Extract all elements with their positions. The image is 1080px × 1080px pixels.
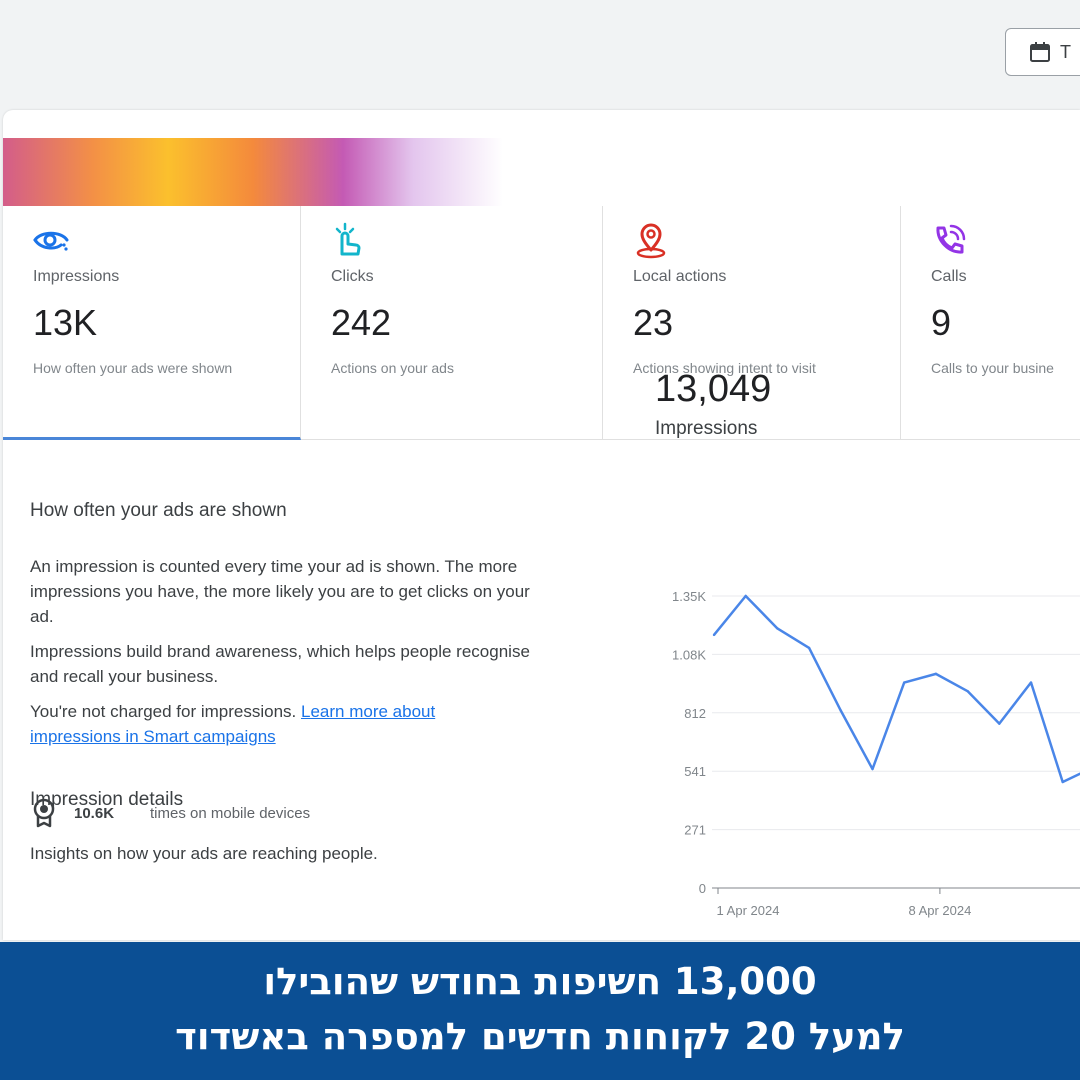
- total-impressions-value: 13,049: [655, 368, 772, 410]
- details-panel: How often your ads are shown An impressi…: [30, 388, 530, 876]
- impressions-series-line: [713, 594, 1080, 784]
- impression-explanation: An impression is counted every time your…: [30, 557, 530, 626]
- location-pin-icon: [636, 223, 666, 259]
- banner-line-2: למעל 20 לקוחות חדשים למספרה באשדוד: [175, 1015, 905, 1058]
- charge-note: You're not charged for impressions. Lear…: [30, 699, 530, 749]
- metric-tab-local-actions[interactable]: Local actions 23 Actions showing intent …: [603, 206, 901, 440]
- data-point: [966, 689, 969, 693]
- data-point: [712, 633, 716, 637]
- y-tick-label: 0: [699, 881, 706, 896]
- top-bar: T: [0, 0, 1080, 108]
- date-button-label: T: [1060, 41, 1071, 62]
- learn-more-link[interactable]: Learn more about impressions in Smart ca…: [30, 702, 436, 746]
- tap-icon: [335, 222, 361, 256]
- y-tick-label: 1.35K: [672, 589, 706, 604]
- x-tick-label: 8 Apr 2024: [908, 903, 971, 918]
- data-point: [744, 594, 747, 598]
- y-tick-label: 1.08K: [672, 647, 706, 662]
- data-point: [776, 627, 779, 630]
- decorative-gradient: [3, 138, 503, 206]
- impression-details-heading: Impression details: [30, 789, 184, 810]
- metric-tab-clicks[interactable]: Clicks 242 Actions on your ads: [301, 206, 603, 440]
- stat-label: times on mobile devices: [150, 804, 311, 822]
- banner-line-1: 13,000 חשיפות בחודש שהובילו: [263, 960, 817, 1003]
- data-point: [1029, 681, 1033, 684]
- stat-value: 10.6K: [74, 804, 115, 822]
- data-point: [903, 681, 906, 684]
- data-point: [871, 767, 874, 771]
- data-point: [807, 646, 811, 650]
- date-range-button[interactable]: T: [1005, 28, 1080, 76]
- metric-value: 23: [633, 302, 674, 343]
- charge-note-text: You're not charged for impressions.: [30, 702, 301, 721]
- metric-label: Impressions: [33, 268, 120, 285]
- metric-description: How often your ads were shown: [33, 360, 233, 376]
- device-stat-row: 10.6K times on mobile devices: [30, 798, 310, 828]
- calendar-icon: [1030, 42, 1050, 62]
- metric-value: 13K: [33, 302, 98, 343]
- performance-card: Impressions 13K How often your ads were …: [3, 110, 1080, 940]
- brand-awareness-text: Impressions build brand awareness, which…: [30, 642, 530, 686]
- total-impressions-label: Impressions: [655, 418, 758, 439]
- metric-description: Calls to your busine: [931, 360, 1054, 376]
- impressions-line-chart: 0 271 541 812 1.08K 1.35K 1 Apr 2024 8 Apr 2024: [672, 589, 1080, 918]
- phone-call-icon: [936, 224, 966, 254]
- promo-banner: 13,000 חשיפות בחודש שהובילו למעל 20 לקוח…: [0, 942, 1080, 1080]
- metric-value: 242: [331, 302, 392, 343]
- metric-tab-impressions[interactable]: Impressions 13K How often your ads were …: [3, 206, 301, 440]
- y-tick-label: 812: [684, 706, 706, 721]
- section-heading: How often your ads are shown: [30, 500, 287, 521]
- data-point: [998, 722, 1001, 725]
- metric-label: Calls: [931, 268, 967, 285]
- y-tick-label: 271: [684, 823, 706, 838]
- metric-label: Local actions: [633, 268, 727, 285]
- insights-text: Insights on how your ads are reaching pe…: [30, 844, 378, 863]
- metric-description: Actions showing intent to visit: [633, 360, 816, 376]
- data-point: [934, 672, 938, 676]
- metric-tab-calls[interactable]: Calls 9 Calls to your busine: [901, 206, 1080, 440]
- metric-description: Actions on your ads: [331, 360, 454, 376]
- data-point: [1061, 780, 1064, 784]
- metric-label: Clicks: [331, 268, 374, 285]
- y-tick-label: 541: [684, 764, 706, 779]
- x-tick-label: 1 Apr 2024: [717, 903, 780, 918]
- metric-value: 9: [931, 302, 952, 343]
- award-icon: [33, 798, 55, 828]
- eye-icon: [33, 231, 69, 251]
- data-point: [839, 709, 842, 712]
